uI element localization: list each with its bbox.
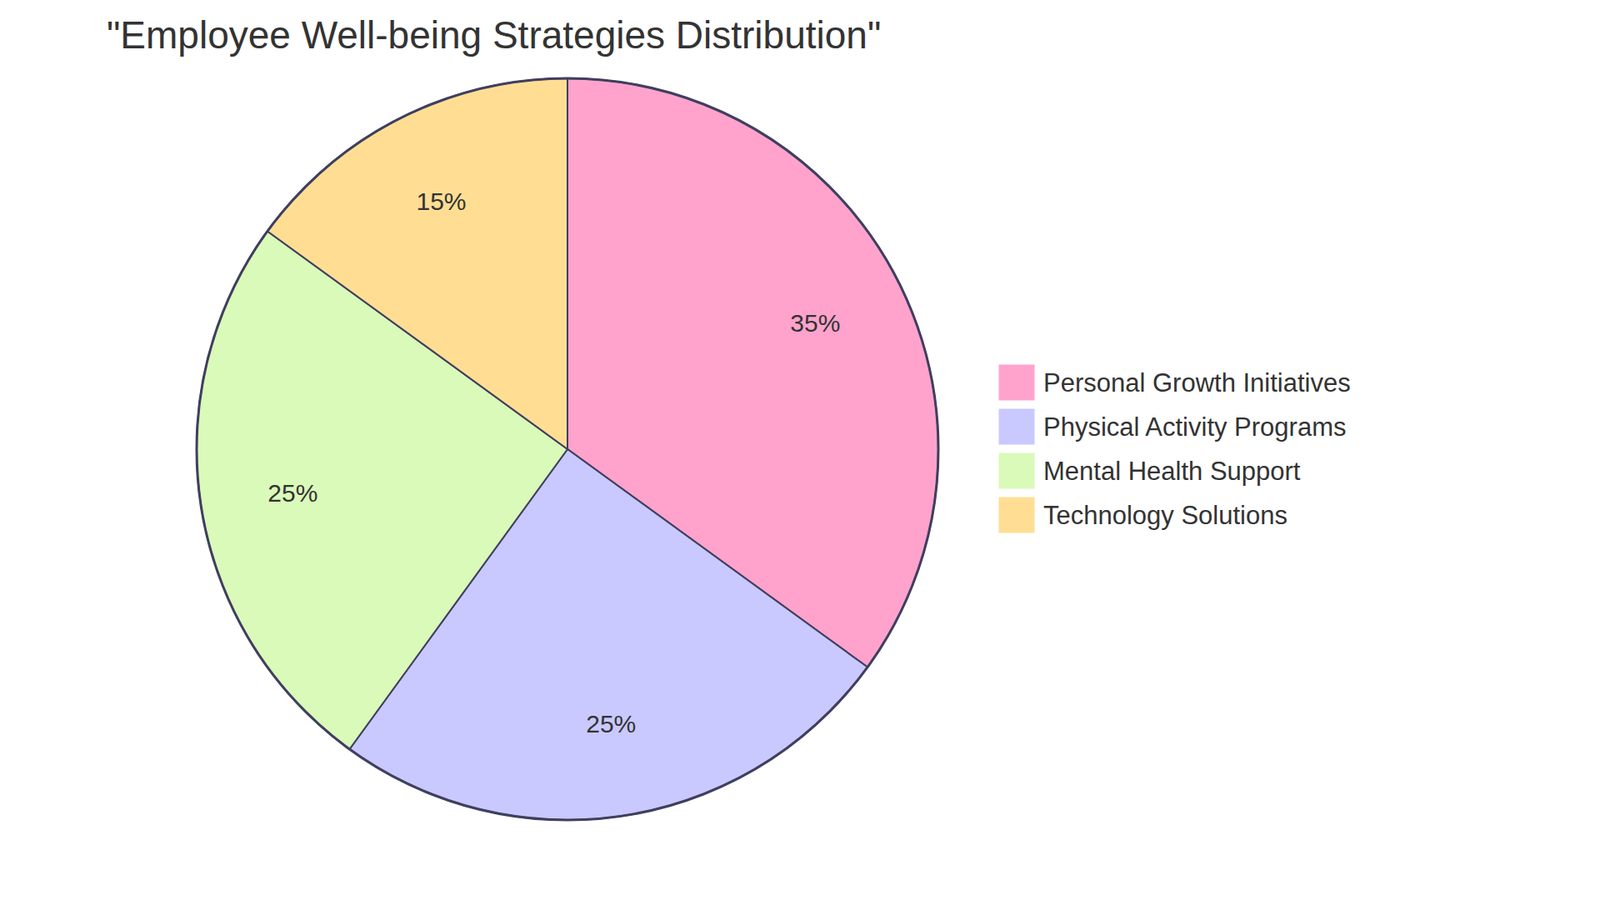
- legend-swatch: [998, 364, 1035, 401]
- data-label: 25%: [267, 479, 318, 507]
- pie-outline: [196, 78, 939, 820]
- data-label: 15%: [415, 187, 466, 215]
- pie: [196, 78, 939, 820]
- data-label: 35%: [790, 309, 840, 337]
- legend-swatch: [998, 408, 1035, 445]
- data-label: 25%: [585, 710, 636, 738]
- legend-label: Personal Growth Initiatives: [1043, 368, 1351, 398]
- data-labels: 35% 25% 25% 15%: [267, 187, 840, 738]
- legend-swatch: [998, 452, 1035, 490]
- pie-slice: [267, 78, 568, 450]
- legend: Personal Growth Initiatives Physical Acti…: [998, 364, 1351, 534]
- legend-label: Physical Activity Programs: [1043, 412, 1347, 442]
- chart: "Employee Well-being Strategies Distribu…: [0, 0, 1600, 900]
- legend-swatch: [998, 496, 1035, 534]
- chart-title: "Employee Well-being Strategies Distribu…: [106, 13, 881, 57]
- legend-label: Mental Health Support: [1043, 456, 1301, 486]
- legend-label: Technology Solutions: [1043, 500, 1288, 530]
